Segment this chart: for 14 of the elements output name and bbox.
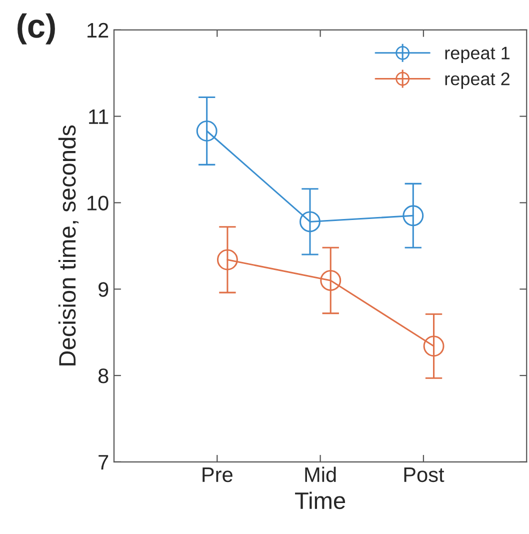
x-tick-label: Pre	[202, 468, 232, 482]
legend-label: repeat 1	[445, 46, 510, 63]
x-axis-title: Time	[295, 492, 346, 510]
y-tick-label: 10	[88, 196, 108, 210]
x-tick-label: Post	[404, 468, 444, 482]
legend-label: repeat 2	[445, 72, 510, 89]
y-tick-label: 11	[89, 110, 108, 124]
y-axis-title: Decision time, seconds	[58, 125, 79, 366]
y-tick-label: 12	[88, 22, 108, 38]
y-tick-label: 7	[98, 455, 108, 470]
x-tick-label: Mid	[305, 466, 336, 482]
y-tick-label: 8	[98, 368, 108, 384]
text: (c)	[18, 13, 55, 44]
y-tick-label: 9	[98, 282, 108, 297]
